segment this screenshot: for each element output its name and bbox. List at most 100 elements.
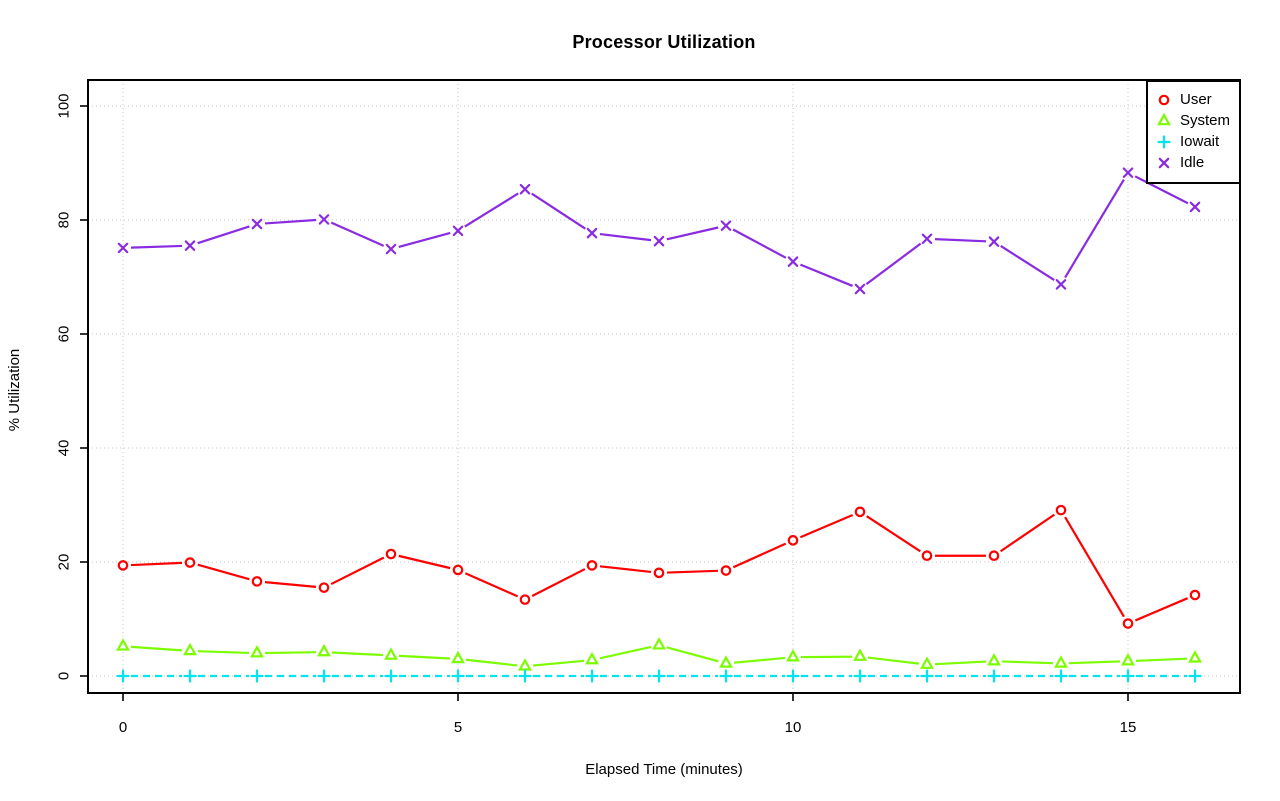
x-tick-label: 10 bbox=[785, 719, 802, 736]
series-segment-idle bbox=[666, 226, 719, 241]
legend-marker-circle-icon bbox=[1158, 94, 1170, 105]
series-segment-system bbox=[331, 651, 384, 657]
series-segment-user bbox=[866, 515, 921, 553]
legend-label: User bbox=[1180, 91, 1212, 108]
series-segment-idle bbox=[330, 221, 385, 247]
x-tick-label: 15 bbox=[1120, 719, 1137, 736]
legend-label: System bbox=[1180, 112, 1231, 129]
legend-item-system: System bbox=[1148, 110, 1239, 131]
marker-circle bbox=[1122, 618, 1134, 629]
series-segment-system bbox=[1068, 660, 1121, 665]
marker-triangle bbox=[786, 649, 800, 662]
legend-marker-x-icon bbox=[1158, 157, 1170, 168]
series-segment-user bbox=[264, 581, 317, 588]
series-segment-user bbox=[999, 513, 1056, 553]
marker-circle bbox=[318, 582, 330, 593]
series-segment-system bbox=[666, 646, 719, 663]
marker-triangle bbox=[183, 642, 197, 656]
marker-x bbox=[586, 227, 598, 239]
series-segment-system bbox=[264, 651, 317, 655]
series-segment-idle bbox=[398, 231, 451, 249]
marker-triangle bbox=[518, 658, 532, 671]
marker-triangle bbox=[1054, 655, 1068, 668]
series-segment-idle bbox=[934, 238, 987, 243]
y-tick-label: 60 bbox=[56, 326, 73, 343]
marker-circle bbox=[653, 567, 665, 579]
marker-circle bbox=[452, 564, 464, 576]
marker-x bbox=[117, 242, 129, 254]
y-tick-label: 0 bbox=[56, 672, 73, 680]
marker-triangle bbox=[116, 638, 130, 651]
series-segment-idle bbox=[130, 244, 183, 249]
y-tick-label: 20 bbox=[56, 554, 73, 571]
chart-title: Processor Utilization bbox=[572, 32, 756, 52]
marker-triangle bbox=[585, 651, 599, 665]
marker-x bbox=[720, 220, 732, 231]
y-tick-label: 80 bbox=[56, 212, 73, 229]
marker-circle bbox=[921, 550, 933, 562]
legend-label: Iowait bbox=[1180, 133, 1220, 150]
series-segment-user bbox=[531, 568, 586, 597]
series-segment-idle bbox=[1000, 245, 1055, 282]
legend-item-iowait: Iowait bbox=[1148, 131, 1239, 152]
series-segment-system bbox=[197, 650, 250, 655]
marker-circle bbox=[251, 576, 263, 587]
series-segment-user bbox=[799, 513, 854, 539]
marker-triangle bbox=[719, 655, 733, 668]
legend-box: User System Iowait Idle bbox=[1146, 80, 1241, 184]
series-segment-system bbox=[599, 645, 652, 660]
series-segment-user bbox=[599, 565, 652, 574]
series-segment-user bbox=[732, 542, 787, 569]
legend-label: Idle bbox=[1180, 154, 1205, 171]
series-segment-idle bbox=[799, 263, 854, 287]
x-axis-label: Elapsed Time (minutes) bbox=[585, 761, 743, 778]
series-segment-system bbox=[1001, 660, 1054, 665]
x-tick-label: 5 bbox=[454, 719, 462, 736]
marker-circle bbox=[1189, 589, 1201, 601]
series-segment-idle bbox=[464, 192, 519, 228]
series-segment-system bbox=[934, 660, 987, 666]
series-segment-system bbox=[867, 656, 920, 665]
marker-triangle bbox=[317, 643, 331, 657]
marker-triangle bbox=[853, 648, 867, 661]
series-segment-system bbox=[532, 659, 585, 667]
series-segment-idle bbox=[1134, 175, 1189, 205]
y-axis-label: % Utilization bbox=[6, 348, 23, 432]
marker-circle bbox=[519, 594, 531, 605]
series-segment-idle bbox=[1064, 178, 1125, 279]
marker-x bbox=[318, 214, 330, 225]
series-segment-idle bbox=[732, 228, 787, 259]
marker-x bbox=[1189, 201, 1201, 213]
marker-triangle bbox=[652, 637, 666, 650]
series-segment-user bbox=[666, 569, 719, 574]
series-segment-user bbox=[197, 563, 250, 581]
marker-x bbox=[1055, 279, 1067, 290]
marker-triangle bbox=[250, 645, 264, 658]
legend-marker-plus-icon bbox=[1157, 134, 1171, 149]
marker-circle bbox=[117, 560, 129, 571]
marker-circle bbox=[720, 565, 732, 576]
marker-x bbox=[988, 236, 1000, 247]
marker-circle bbox=[586, 560, 598, 571]
series-segment-idle bbox=[264, 218, 317, 225]
series-segment-user bbox=[330, 556, 385, 586]
marker-x bbox=[1122, 167, 1134, 178]
x-tick-label: 0 bbox=[119, 719, 127, 736]
marker-circle bbox=[854, 506, 866, 518]
series-segment-idle bbox=[599, 232, 652, 242]
series-segment-system bbox=[733, 656, 786, 664]
y-tick-label: 100 bbox=[56, 93, 73, 118]
y-tick-label: 40 bbox=[56, 440, 73, 457]
marker-x bbox=[921, 233, 933, 245]
marker-x bbox=[452, 225, 464, 237]
series-segment-user bbox=[464, 572, 519, 598]
series-segment-system bbox=[398, 654, 451, 660]
series-segment-system bbox=[465, 658, 518, 667]
marker-circle bbox=[988, 550, 1000, 562]
marker-x bbox=[385, 243, 397, 255]
series-segment-user bbox=[1064, 516, 1125, 618]
series-segment-user bbox=[398, 554, 451, 570]
marker-x bbox=[184, 240, 196, 251]
